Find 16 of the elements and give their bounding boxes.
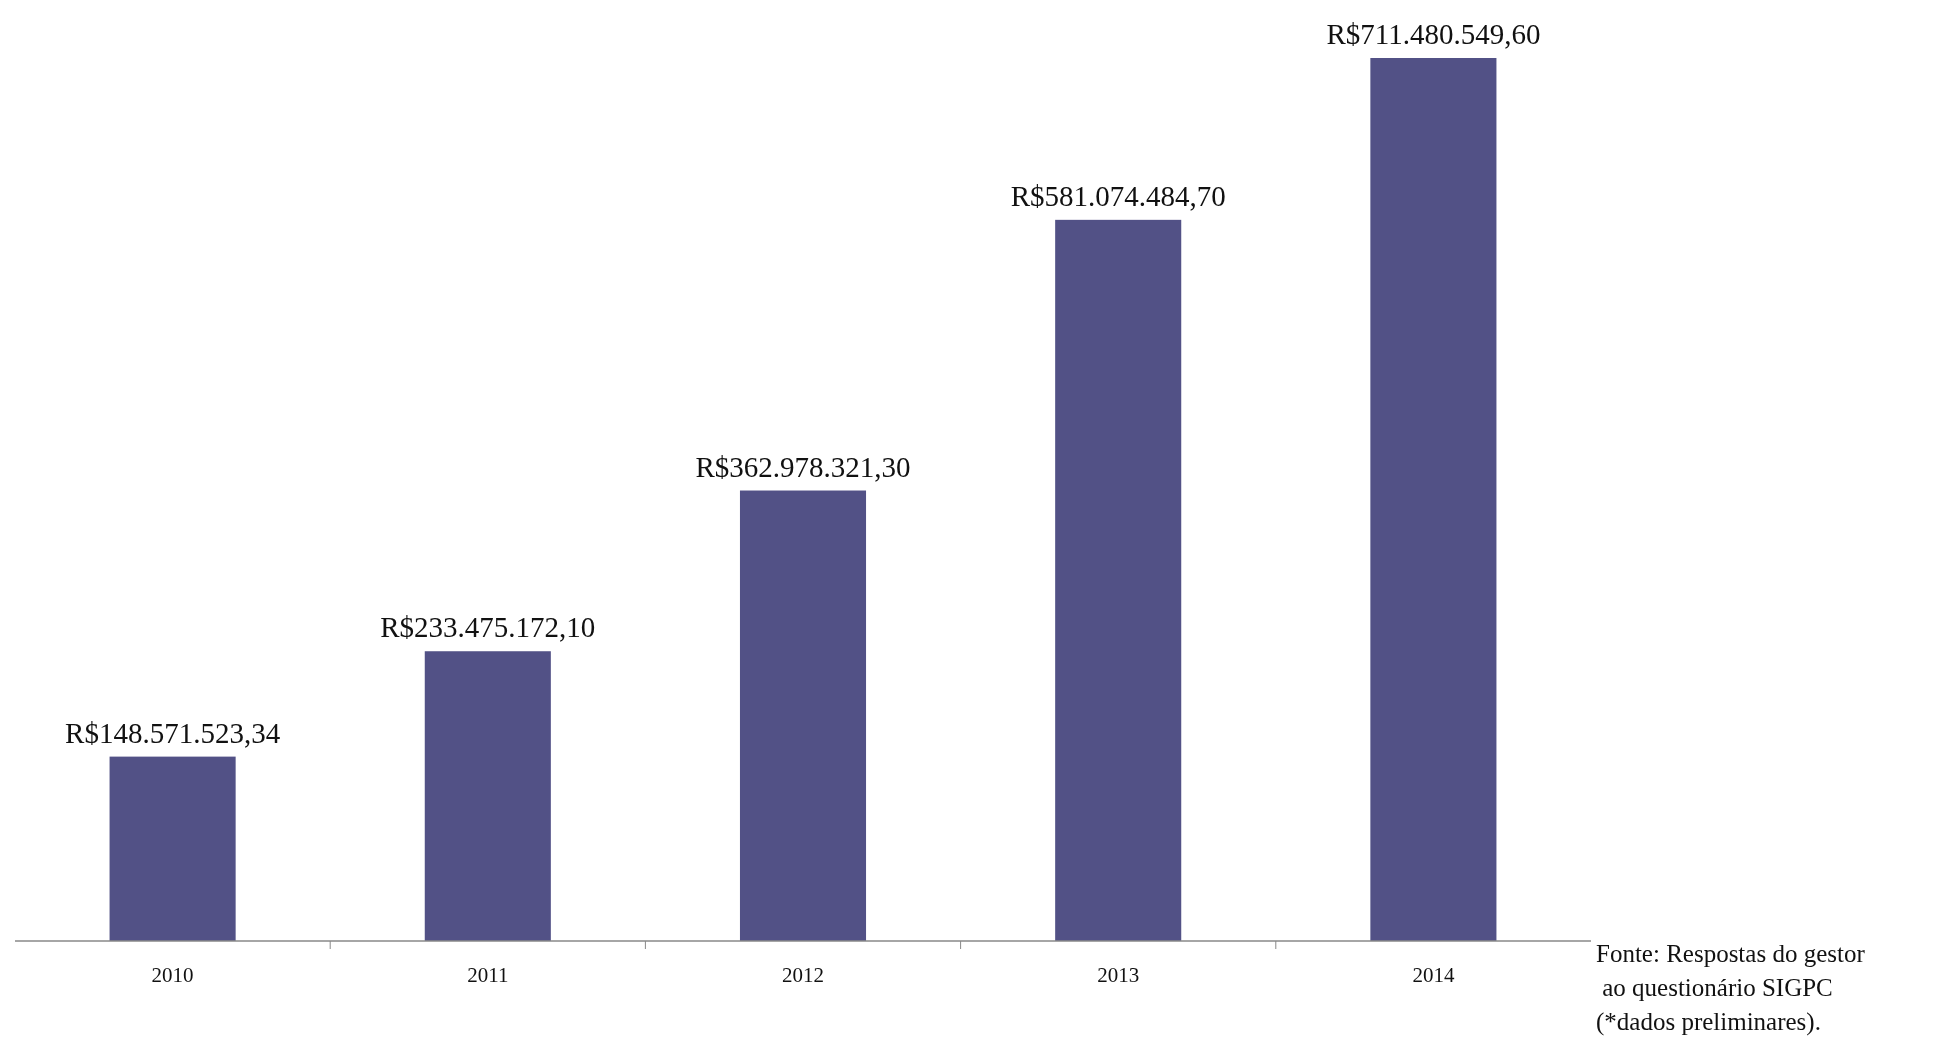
data-label: R$148.571.523,34 <box>65 716 281 749</box>
x-tick-label: 2010 <box>151 963 194 987</box>
bar <box>739 490 867 941</box>
data-label: R$362.978.321,30 <box>695 450 911 483</box>
x-tick-label: 2013 <box>1097 963 1140 987</box>
bar <box>1055 219 1182 941</box>
data-label: R$711.480.549,60 <box>1326 18 1541 50</box>
data-label: R$581.074.484,70 <box>1010 179 1226 212</box>
x-tick-label: 2014 <box>1412 963 1455 987</box>
data-label: R$233.475.172,10 <box>380 611 596 644</box>
source-note: Fonte: Respostas do gestor ao questionário SIGPC (*dados preliminares). <box>1596 940 1866 1036</box>
x-tick-label: 2011 <box>467 963 509 987</box>
x-tick-label: 2012 <box>782 963 824 987</box>
bar <box>1370 58 1497 941</box>
bar <box>109 756 236 941</box>
bar <box>424 651 551 941</box>
